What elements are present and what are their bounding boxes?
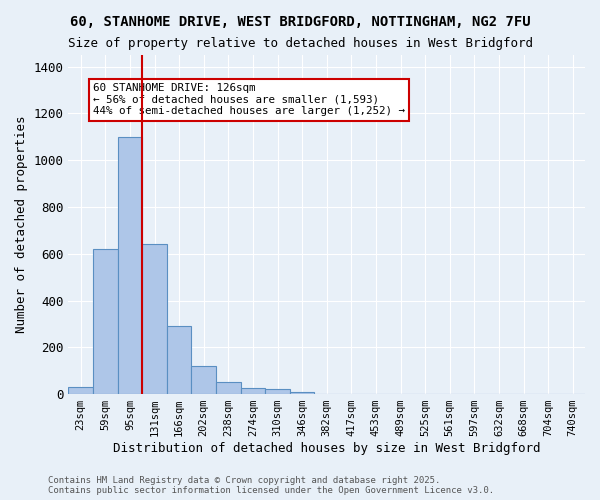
- Bar: [93, 249, 118, 394]
- Bar: [191, 366, 216, 394]
- Bar: [265, 390, 290, 394]
- Bar: [241, 388, 265, 394]
- Text: 60, STANHOME DRIVE, WEST BRIDGFORD, NOTTINGHAM, NG2 7FU: 60, STANHOME DRIVE, WEST BRIDGFORD, NOTT…: [70, 15, 530, 29]
- Bar: [142, 244, 167, 394]
- Y-axis label: Number of detached properties: Number of detached properties: [15, 116, 28, 334]
- Text: Contains HM Land Registry data © Crown copyright and database right 2025.
Contai: Contains HM Land Registry data © Crown c…: [48, 476, 494, 495]
- Text: Size of property relative to detached houses in West Bridgford: Size of property relative to detached ho…: [67, 38, 533, 51]
- Bar: [216, 382, 241, 394]
- X-axis label: Distribution of detached houses by size in West Bridgford: Distribution of detached houses by size …: [113, 442, 541, 455]
- Bar: [118, 137, 142, 394]
- Bar: [167, 326, 191, 394]
- Text: 60 STANHOME DRIVE: 126sqm
← 56% of detached houses are smaller (1,593)
44% of se: 60 STANHOME DRIVE: 126sqm ← 56% of detac…: [93, 83, 405, 116]
- Bar: [68, 387, 93, 394]
- Bar: [290, 392, 314, 394]
